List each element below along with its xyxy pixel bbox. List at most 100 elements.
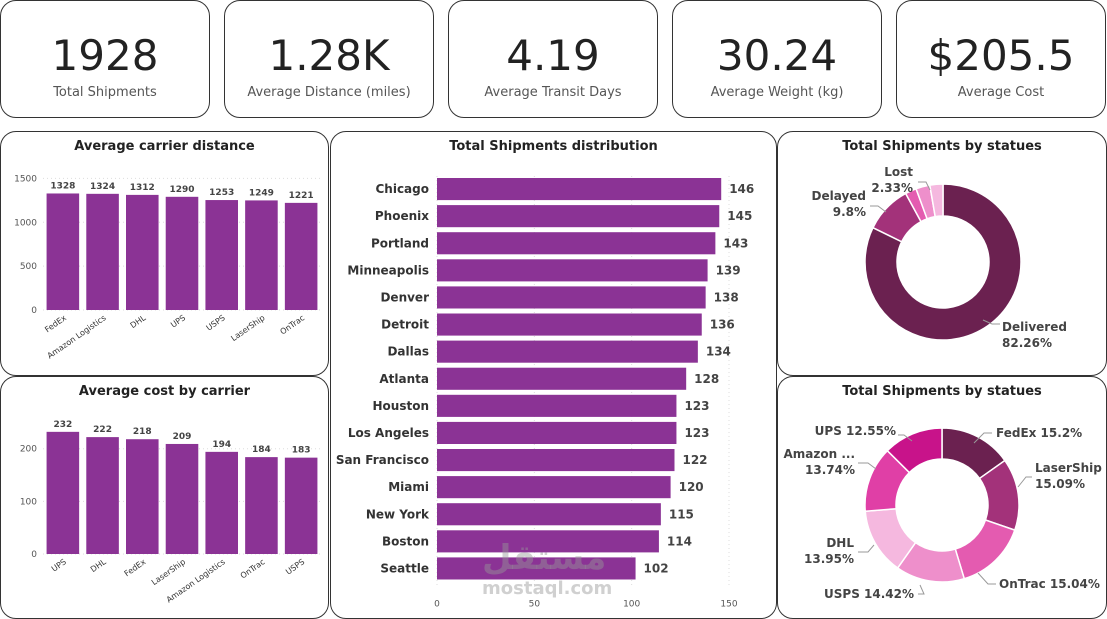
y-tick-label: 200 (20, 445, 37, 455)
data-label: 114 (667, 534, 692, 548)
y-tick-label: New York (366, 507, 430, 521)
chart-title: Total Shipments by statues (842, 384, 1042, 399)
kpi-card-average-distance: 1.28K Average Distance (miles) (224, 0, 434, 118)
data-label: 120 (679, 480, 704, 494)
y-tick-label: 1000 (14, 218, 37, 228)
data-label: 139 (716, 263, 741, 277)
x-tick-label: LaserShip (150, 557, 187, 587)
x-tick-label: UPS (169, 313, 187, 329)
carrier-donut-card: Total Shipments by statues FedEx 15.2% La… (777, 376, 1107, 619)
data-label: 1324 (90, 182, 115, 192)
bar (86, 437, 119, 554)
slice-name: Delivered (1002, 320, 1067, 334)
y-tick-label: 500 (20, 262, 37, 272)
chart-title: Total Shipments distribution (449, 139, 658, 154)
leader-line (973, 432, 992, 444)
status-donut-chart: Delivered 82.26% Delayed 9.8% Lost 2.33% (812, 165, 1067, 350)
bar (437, 449, 675, 472)
kpi-card-average-weight: 30.24 Average Weight (kg) (672, 0, 882, 118)
x-tick-label: USPS (205, 313, 227, 332)
data-label: 134 (706, 345, 731, 359)
slice-label: USPS 14.42% (824, 587, 914, 601)
data-label: 122 (682, 453, 707, 467)
cost-bar-chart: 0 100 200 232 UPS 222 DHL 218 FedEx 209 LaserShip 1… (20, 420, 321, 604)
bar (284, 202, 318, 310)
leader-line (858, 544, 875, 553)
y-tick-label: Denver (380, 290, 429, 304)
bar (46, 193, 80, 310)
bar (437, 205, 720, 228)
data-label: 128 (694, 372, 719, 386)
slice-name: Lost (884, 165, 913, 179)
data-label: 1249 (249, 188, 274, 198)
y-tick-label: Phoenix (375, 209, 429, 223)
y-tick-label: 0 (31, 306, 37, 316)
slice-value: 82.26% (1002, 336, 1052, 350)
data-label: 102 (644, 561, 669, 575)
kpi-card-total-shipments: 1928 Total Shipments (0, 0, 210, 118)
data-label: 232 (53, 420, 72, 430)
data-label: 1312 (130, 183, 155, 193)
y-tick-label: Detroit (381, 318, 429, 332)
bar (126, 439, 159, 554)
data-label: 184 (252, 445, 271, 455)
bar (437, 557, 636, 580)
donut-slice (954, 519, 1016, 580)
chart-title: Average carrier distance (74, 139, 255, 154)
cost-chart-card: Average cost by carrier 0 100 200 232 UPS 222… (0, 376, 329, 619)
x-tick-label: FedEx (123, 557, 148, 578)
data-label: 143 (723, 236, 748, 250)
bar (245, 457, 278, 554)
data-label: 138 (714, 290, 739, 304)
leader-line (982, 319, 1000, 325)
kpi-value: 4.19 (506, 31, 600, 80)
bar (284, 457, 318, 554)
data-label: 1290 (169, 185, 194, 195)
data-label: 145 (727, 209, 752, 223)
data-label: 222 (93, 425, 112, 435)
bar (437, 476, 671, 499)
y-tick-label: Miami (388, 480, 429, 494)
x-tick-label: FedEx (43, 313, 68, 334)
y-tick-label: Seattle (380, 561, 429, 575)
leader-line (918, 181, 931, 191)
bar (437, 503, 661, 526)
slice-label: FedEx 15.2% (996, 426, 1082, 440)
y-tick-label: Los Angeles (348, 426, 429, 440)
y-tick-label: Houston (373, 399, 430, 413)
kpi-label: Average Cost (957, 85, 1045, 100)
kpi-value: 1928 (51, 31, 159, 80)
x-tick-label: 100 (623, 600, 640, 610)
x-tick-label: DHL (89, 557, 108, 574)
slice-name: Delayed (812, 189, 867, 203)
data-label: 1221 (289, 191, 314, 201)
x-tick-label: UPS (50, 557, 68, 573)
bar (205, 200, 238, 310)
bar (437, 340, 698, 363)
y-tick-label: Chicago (375, 182, 429, 196)
distribution-bar-chart: 0 50 100 150 Chicago 146 Phoenix 145 Portland 143… (336, 176, 754, 610)
chart-title: Average cost by carrier (78, 384, 251, 399)
bar (437, 394, 677, 417)
slice-value: 13.95% (804, 552, 854, 566)
x-tick-label: OnTrac (278, 313, 306, 336)
bar (437, 313, 702, 336)
slice-name: Amazon ... (783, 447, 855, 461)
y-tick-label: 1500 (14, 174, 37, 184)
slice-label: UPS 12.55% (815, 424, 896, 438)
kpi-value: 1.28K (268, 31, 390, 80)
bar (437, 286, 706, 309)
distance-chart-card: Average carrier distance 0 500 1000 1500 132… (0, 131, 329, 376)
data-label: 1253 (209, 188, 234, 198)
x-tick-label: 0 (434, 600, 440, 610)
kpi-card-average-transit-days: 4.19 Average Transit Days (448, 0, 658, 118)
x-tick-label: OnTrac (239, 557, 267, 580)
slice-name: DHL (826, 536, 854, 550)
data-label: 115 (669, 507, 694, 521)
bar (437, 259, 708, 282)
kpi-label: Average Transit Days (484, 85, 622, 100)
y-tick-label: Boston (382, 534, 429, 548)
slice-label: OnTrac 15.04% (999, 577, 1100, 591)
bar (437, 367, 687, 390)
data-label: 183 (292, 446, 311, 456)
